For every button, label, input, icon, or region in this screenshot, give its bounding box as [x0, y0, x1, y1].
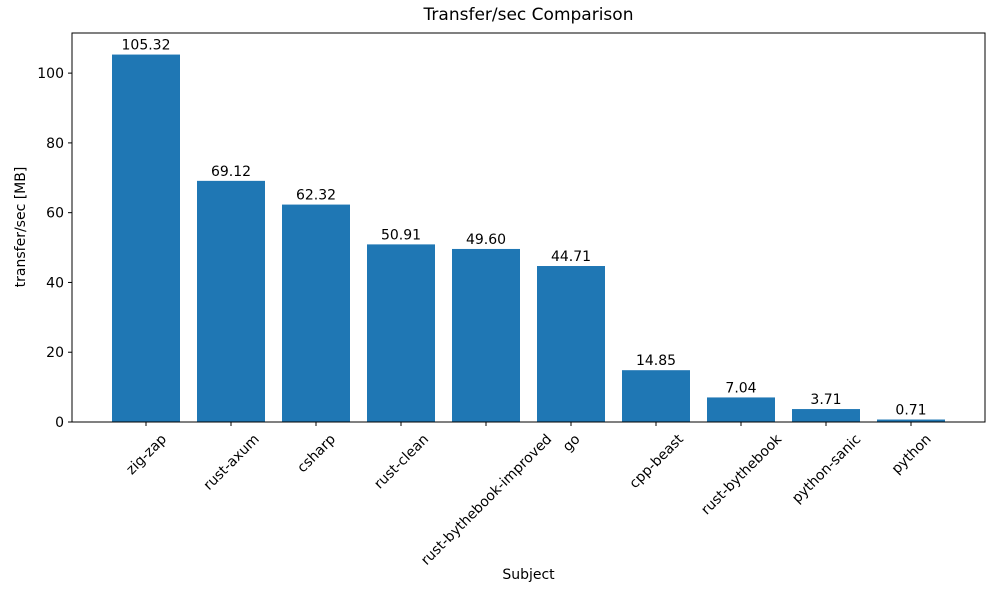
bar-value-label: 44.71	[551, 249, 591, 265]
x-tick-label: rust-bythebook	[698, 431, 785, 518]
bar-value-label: 14.85	[636, 353, 676, 369]
bar	[877, 419, 945, 422]
plot-frame	[71, 32, 986, 423]
x-tick-label: python-sanic	[789, 431, 864, 506]
x-tick-label: cpp-beast	[627, 431, 688, 492]
bar-value-label: 3.71	[810, 392, 841, 408]
bar-value-label: 69.12	[211, 164, 251, 180]
y-tick-label: 40	[46, 275, 64, 291]
bar	[367, 244, 435, 422]
bar	[622, 370, 690, 422]
bar	[707, 397, 775, 422]
bar-value-label: 105.32	[122, 38, 171, 54]
bar	[452, 248, 520, 422]
chart-title: Transfer/sec Comparison	[423, 5, 634, 25]
x-tick-label: python	[889, 431, 935, 477]
bar	[537, 266, 605, 422]
bar-value-label: 0.71	[895, 403, 926, 419]
y-tick-label: 60	[46, 206, 64, 222]
x-tick-label: csharp	[294, 431, 339, 476]
bar-value-label: 50.91	[381, 227, 421, 243]
x-tick-label: go	[560, 431, 584, 455]
y-tick-label: 0	[55, 415, 64, 431]
bar-value-label: 49.60	[466, 232, 506, 248]
bar-value-label: 62.32	[296, 188, 336, 204]
x-tick-label: rust-axum	[201, 431, 263, 493]
x-tick-label: rust-clean	[371, 431, 432, 492]
bar-value-label: 7.04	[725, 380, 756, 396]
y-tick-label: 20	[46, 345, 64, 361]
y-tick-label: 80	[46, 136, 64, 152]
bar	[282, 204, 350, 422]
x-tick-label: zig-zap	[123, 431, 170, 478]
bar	[112, 54, 180, 422]
x-axis-label: Subject	[502, 567, 555, 583]
y-tick-label: 100	[37, 66, 64, 82]
bar	[197, 180, 265, 422]
bar	[792, 409, 860, 422]
x-tick-label: rust-bythebook-improved	[418, 431, 555, 568]
